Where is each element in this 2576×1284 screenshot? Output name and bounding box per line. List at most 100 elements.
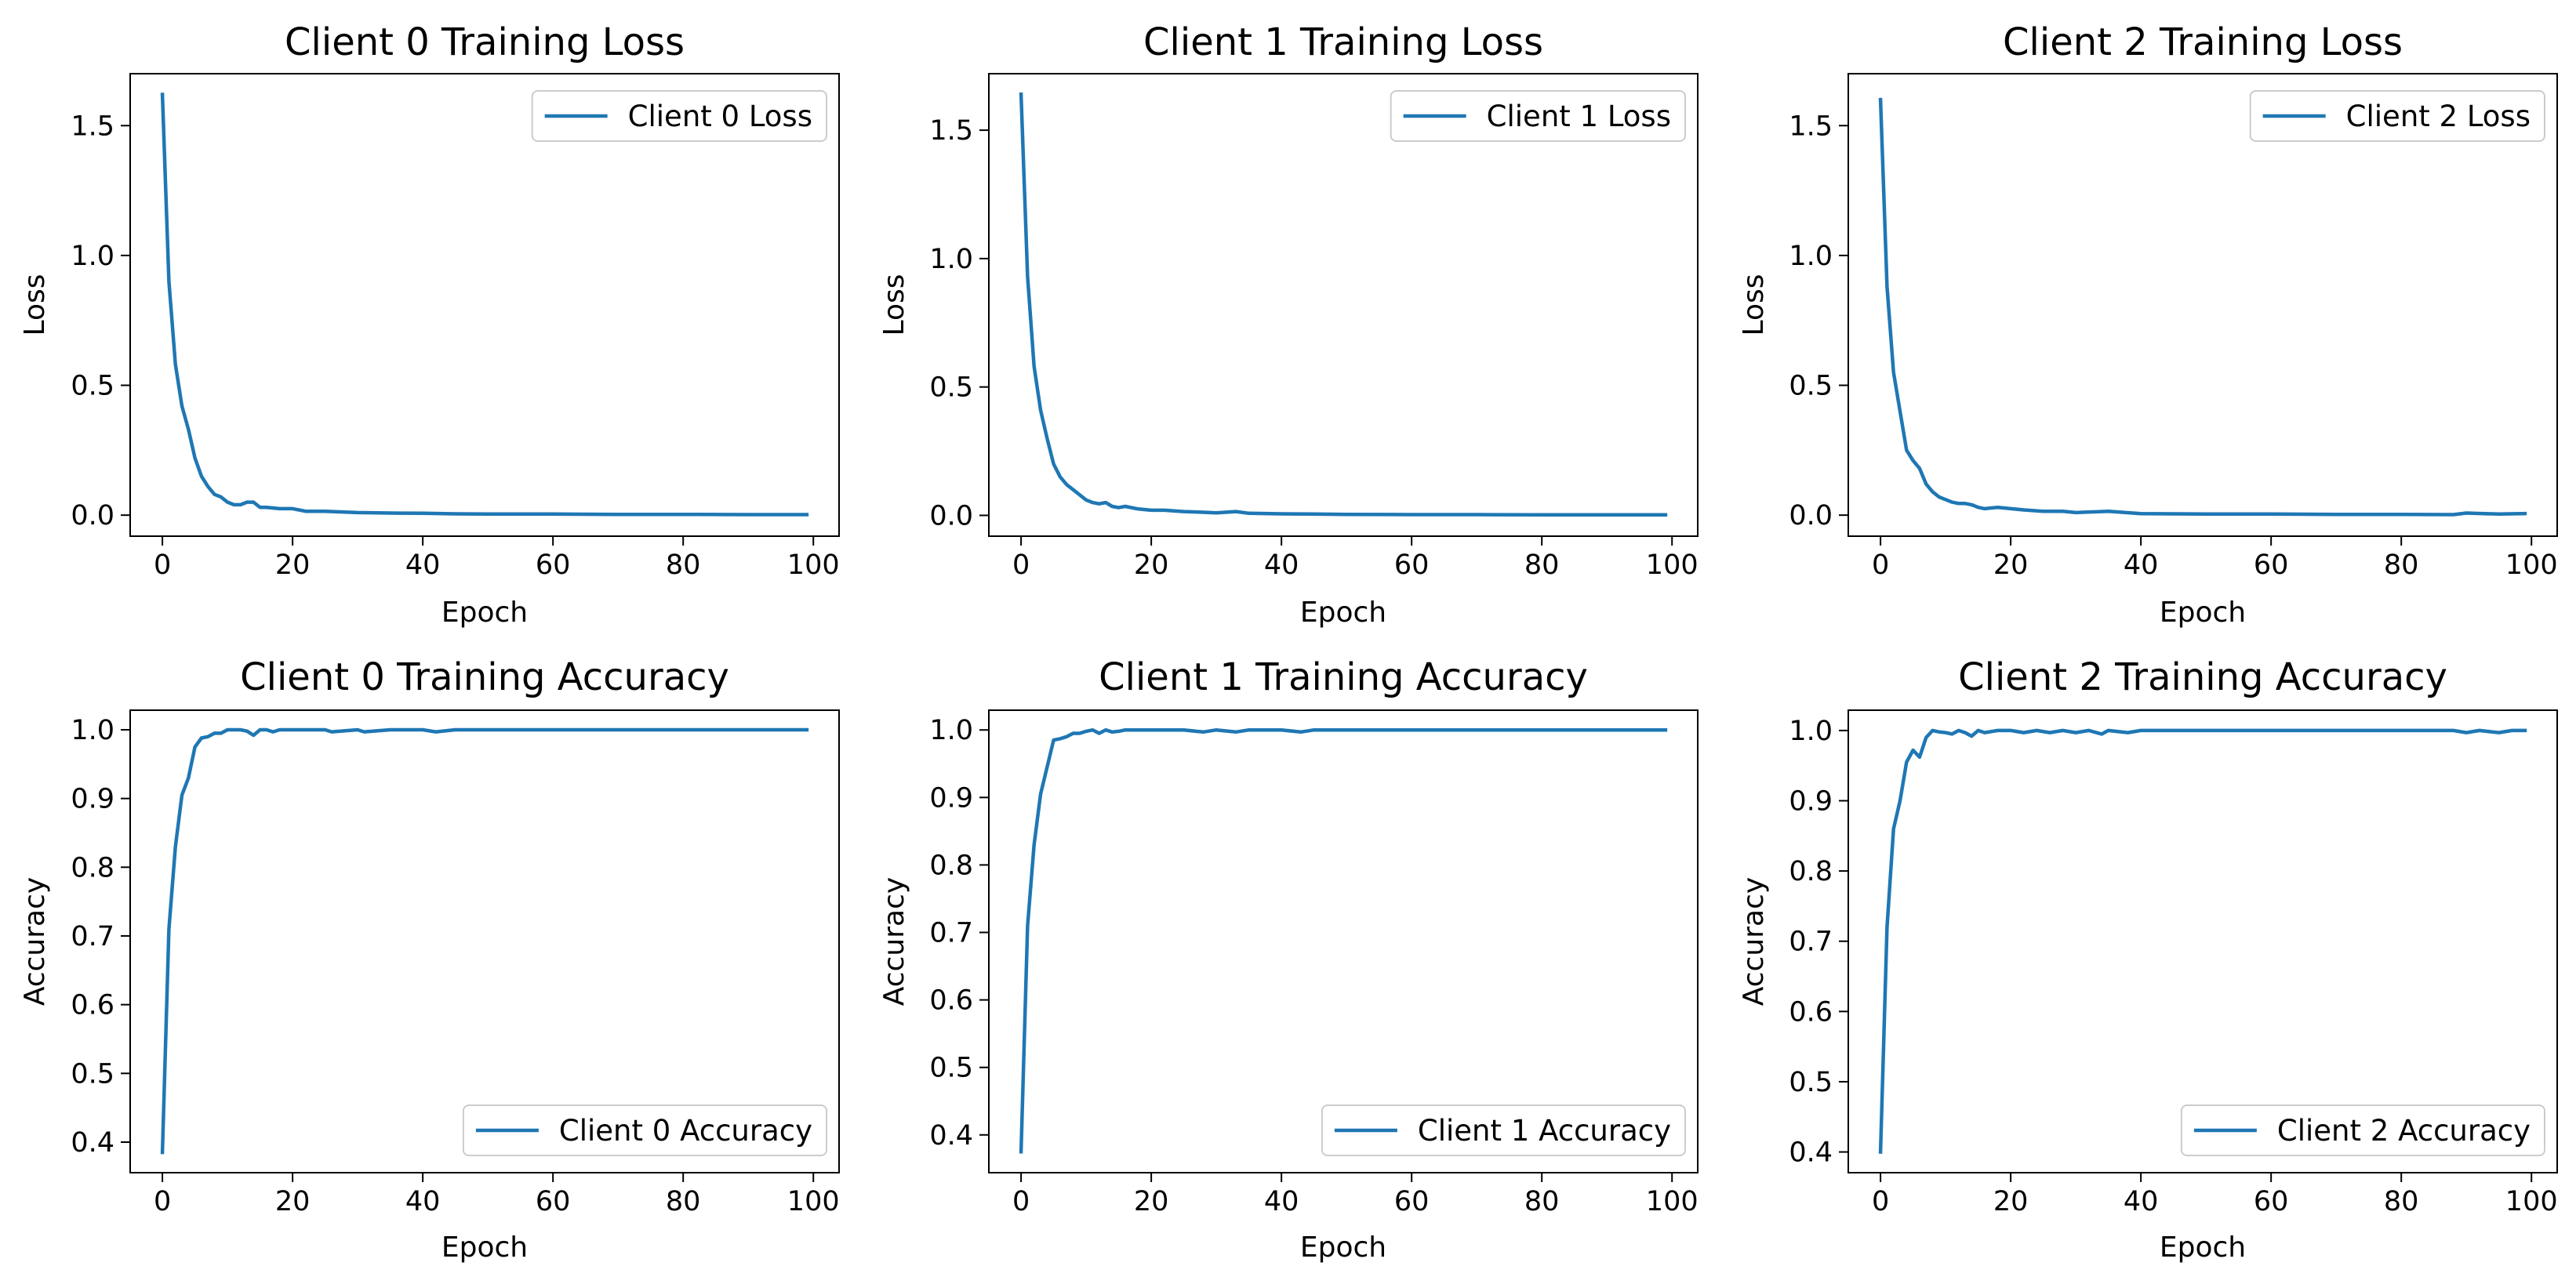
- x-axis-label: Epoch: [441, 1231, 528, 1264]
- x-tick-label: 60: [1394, 1186, 1430, 1217]
- panel-title: Client 2 Training Loss: [2003, 20, 2403, 64]
- legend-label: Client 0 Accuracy: [559, 1114, 812, 1148]
- y-tick-label: 0.9: [929, 782, 973, 814]
- panel-client-2-accuracy: Client 2 Training Accuracy Epoch Accurac…: [1738, 655, 2558, 1264]
- x-axis-label: Epoch: [2160, 1231, 2246, 1264]
- legend-box: [2249, 90, 2545, 142]
- y-tick-label: 0.0: [71, 500, 114, 531]
- y-axis-label: Loss: [1738, 274, 1770, 336]
- y-tick-label: 0.8: [71, 852, 114, 883]
- y-tick-label: 0.5: [71, 371, 114, 402]
- x-tick-label: 0: [1872, 1186, 1889, 1217]
- axes-frame: [129, 709, 840, 1173]
- y-tick-label: 0.5: [929, 372, 973, 404]
- legend-box: [1321, 1104, 1686, 1156]
- x-tick-label: 40: [1264, 1186, 1299, 1217]
- x-tick-label: 100: [787, 550, 840, 581]
- y-tick-label: 0.7: [1789, 927, 1833, 958]
- panel-client-2-loss: Client 2 Training Loss Epoch Loss 0 20 40 6…: [1738, 20, 2558, 629]
- y-tick-label: 0.8: [929, 850, 973, 881]
- series-line-client-0-loss: [160, 92, 809, 517]
- legend-label: Client 2 Accuracy: [2277, 1114, 2531, 1148]
- x-tick-label: 60: [2254, 550, 2289, 581]
- x-tick-label: 80: [1524, 550, 1560, 581]
- series-line-client-0-accuracy: [160, 727, 809, 1155]
- y-tick-label: 1.0: [929, 715, 973, 746]
- y-axis-label: Loss: [19, 274, 51, 336]
- legend-label: Client 2 Loss: [2346, 100, 2531, 133]
- panel-title: Client 0 Training Accuracy: [240, 655, 729, 699]
- y-tick-label: 1.5: [1789, 111, 1833, 142]
- y-tick-label: 0.4: [1789, 1137, 1833, 1169]
- y-tick-label: 0.9: [71, 784, 114, 815]
- y-tick-label: 1.0: [929, 244, 973, 275]
- legend-label: Client 1 Loss: [1487, 100, 1671, 133]
- x-tick-label: 0: [154, 1186, 171, 1217]
- legend: Client 1 Accuracy: [1321, 1104, 1686, 1156]
- y-tick-label: 1.0: [1789, 241, 1833, 272]
- y-tick-label: 1.0: [71, 715, 114, 746]
- y-tick-label: 0.5: [1789, 1067, 1833, 1098]
- x-tick-label: 20: [1134, 550, 1169, 581]
- y-tick-label: 0.4: [929, 1120, 973, 1152]
- x-tick-label: 60: [536, 1186, 571, 1217]
- x-tick-label: 40: [2124, 1186, 2159, 1217]
- y-tick-label: 1.0: [71, 241, 114, 272]
- y-tick-label: 0.7: [71, 921, 114, 952]
- legend-box: [531, 90, 827, 142]
- x-tick-label: 20: [1134, 1186, 1169, 1217]
- legend-box: [462, 1104, 827, 1156]
- series-line-client-1-loss: [1019, 92, 1668, 517]
- x-tick-label: 100: [2505, 1186, 2558, 1217]
- panel-title: Client 2 Training Accuracy: [1958, 655, 2447, 699]
- x-tick-label: 80: [2384, 550, 2419, 581]
- x-axis-label: Epoch: [441, 597, 528, 629]
- y-tick-label: 1.5: [71, 111, 114, 142]
- y-tick-label: 1.5: [929, 115, 973, 147]
- x-tick-label: 0: [1872, 550, 1889, 581]
- y-axis-label: Loss: [878, 274, 910, 336]
- x-tick-label: 0: [1012, 1186, 1030, 1217]
- x-tick-label: 40: [1264, 550, 1299, 581]
- x-tick-label: 80: [666, 550, 701, 581]
- x-tick-label: 20: [1993, 1186, 2029, 1217]
- panel-client-0-accuracy: Client 0 Training Accuracy Epoch Accurac…: [19, 655, 840, 1264]
- panel-client-1-accuracy: Client 1 Training Accuracy Epoch Accurac…: [878, 655, 1699, 1264]
- y-tick-label: 0.6: [929, 985, 973, 1017]
- x-tick-label: 80: [1524, 1186, 1560, 1217]
- legend: Client 2 Loss: [2249, 90, 2545, 142]
- y-tick-label: 0.8: [1789, 856, 1833, 887]
- x-tick-label: 100: [1646, 1186, 1699, 1217]
- y-tick-label: 0.5: [929, 1053, 973, 1084]
- x-tick-label: 40: [405, 550, 441, 581]
- x-tick-label: 60: [2254, 1186, 2289, 1217]
- legend: Client 0 Accuracy: [462, 1104, 827, 1156]
- legend-box: [2180, 1104, 2545, 1156]
- legend: Client 0 Loss: [531, 90, 827, 142]
- legend: Client 1 Loss: [1390, 90, 1686, 142]
- series-line-client-1-accuracy: [1019, 727, 1668, 1154]
- x-tick-label: 20: [1993, 550, 2029, 581]
- x-axis-label: Epoch: [2160, 597, 2246, 629]
- x-tick-label: 0: [1012, 550, 1030, 581]
- y-axis-label: Accuracy: [19, 877, 51, 1006]
- legend: Client 2 Accuracy: [2180, 1104, 2545, 1156]
- x-tick-label: 20: [275, 550, 311, 581]
- x-tick-label: 40: [2124, 550, 2159, 581]
- x-tick-label: 60: [1394, 550, 1430, 581]
- y-tick-label: 0.5: [71, 1058, 114, 1090]
- x-tick-label: 60: [536, 550, 571, 581]
- y-tick-label: 0.9: [1789, 786, 1833, 818]
- axes-frame: [129, 73, 840, 537]
- axes-frame: [988, 709, 1699, 1173]
- axes-frame: [1848, 73, 2558, 537]
- panel-title: Client 1 Training Accuracy: [1099, 655, 1588, 699]
- axes-frame: [988, 73, 1699, 537]
- axes-frame: [1848, 709, 2558, 1173]
- series-line-client-2-accuracy: [1878, 728, 2527, 1154]
- y-tick-label: 0.4: [71, 1127, 114, 1159]
- x-tick-label: 100: [1646, 550, 1699, 581]
- x-axis-label: Epoch: [1300, 1231, 1386, 1264]
